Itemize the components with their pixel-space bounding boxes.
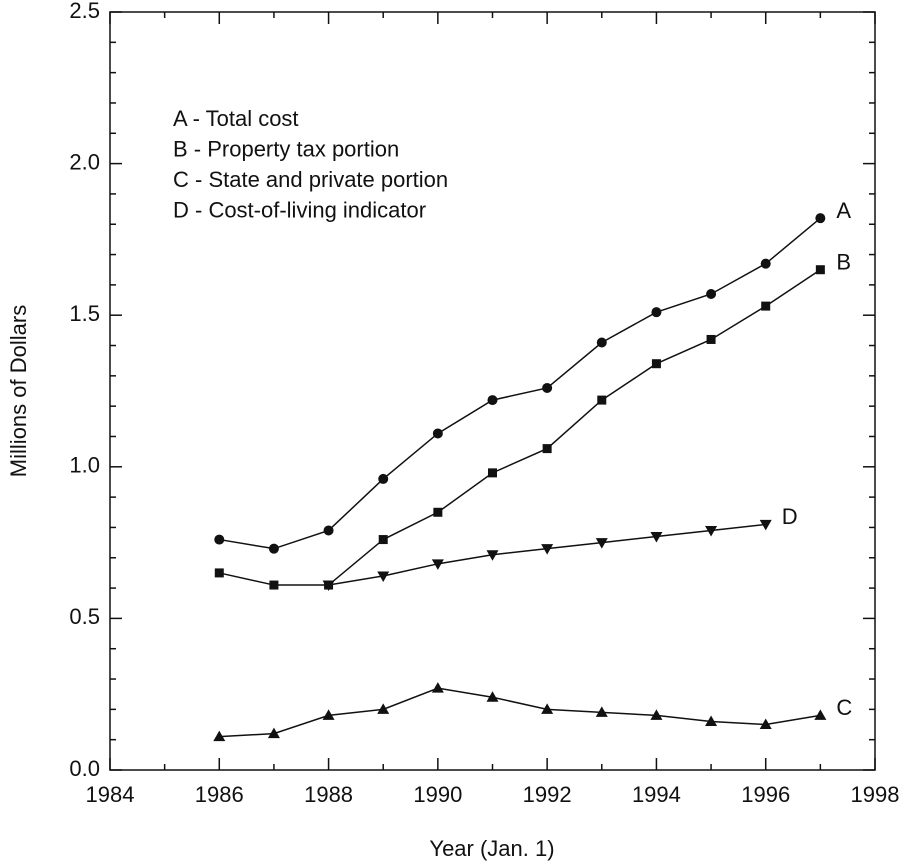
x-axis-label: Year (Jan. 1)	[429, 836, 554, 861]
marker	[650, 709, 663, 720]
marker	[597, 395, 607, 405]
marker	[488, 468, 497, 478]
series-end-label: B	[836, 250, 851, 275]
legend-entry: D - Cost-of-living indicator	[173, 197, 426, 222]
series-end-label: A	[836, 198, 851, 223]
marker	[542, 444, 552, 454]
marker	[760, 258, 771, 269]
marker	[761, 301, 771, 311]
marker	[378, 535, 388, 545]
y-tick-label: 2.0	[69, 149, 100, 174]
marker	[432, 428, 443, 439]
marker	[214, 534, 225, 545]
marker	[759, 718, 772, 730]
x-tick-label: 1986	[195, 782, 244, 807]
x-tick-label: 1996	[741, 782, 790, 807]
marker	[815, 213, 826, 224]
series-line	[219, 269, 821, 586]
marker	[541, 703, 554, 714]
marker	[431, 682, 444, 693]
marker	[651, 359, 661, 369]
marker	[378, 473, 389, 484]
legend-entry: A - Total cost	[173, 106, 299, 131]
y-tick-label: 2.5	[69, 0, 100, 23]
x-tick-label: 1994	[632, 782, 681, 807]
x-tick-label: 1984	[86, 782, 135, 807]
marker	[322, 580, 335, 592]
marker	[323, 525, 334, 536]
marker	[486, 691, 499, 702]
x-tick-label: 1992	[523, 782, 572, 807]
marker	[650, 532, 663, 543]
marker	[431, 559, 444, 570]
marker	[596, 337, 607, 348]
marker	[595, 538, 608, 549]
marker	[814, 709, 827, 720]
legend-entry: B - Property tax portion	[173, 136, 399, 161]
y-tick-label: 1.0	[69, 453, 100, 478]
y-tick-label: 0.0	[69, 756, 100, 781]
marker	[322, 709, 335, 720]
marker	[705, 715, 718, 726]
marker	[542, 382, 553, 393]
marker	[651, 307, 662, 318]
legend-entry: C - State and private portion	[173, 167, 448, 192]
marker	[705, 525, 718, 537]
series-end-label: C	[836, 695, 852, 720]
marker	[706, 288, 717, 299]
y-axis-label: Millions of Dollars	[6, 305, 31, 477]
y-tick-label: 1.5	[69, 301, 100, 326]
marker	[541, 544, 554, 555]
y-tick-label: 0.5	[69, 604, 100, 629]
marker	[268, 543, 279, 554]
series-end-label: D	[782, 504, 798, 529]
x-tick-label: 1998	[851, 782, 900, 807]
marker	[214, 568, 224, 578]
marker	[433, 507, 443, 517]
x-tick-label: 1988	[304, 782, 353, 807]
marker	[486, 550, 499, 561]
marker	[759, 519, 772, 531]
marker	[487, 395, 498, 406]
marker	[595, 706, 608, 717]
series-line	[219, 217, 821, 550]
marker	[213, 730, 226, 742]
marker	[815, 265, 825, 275]
marker	[706, 334, 716, 344]
series-line	[219, 687, 821, 738]
marker	[269, 580, 279, 590]
marker	[377, 571, 390, 582]
marker	[377, 703, 390, 714]
x-tick-label: 1990	[413, 782, 462, 807]
marker	[267, 727, 280, 739]
